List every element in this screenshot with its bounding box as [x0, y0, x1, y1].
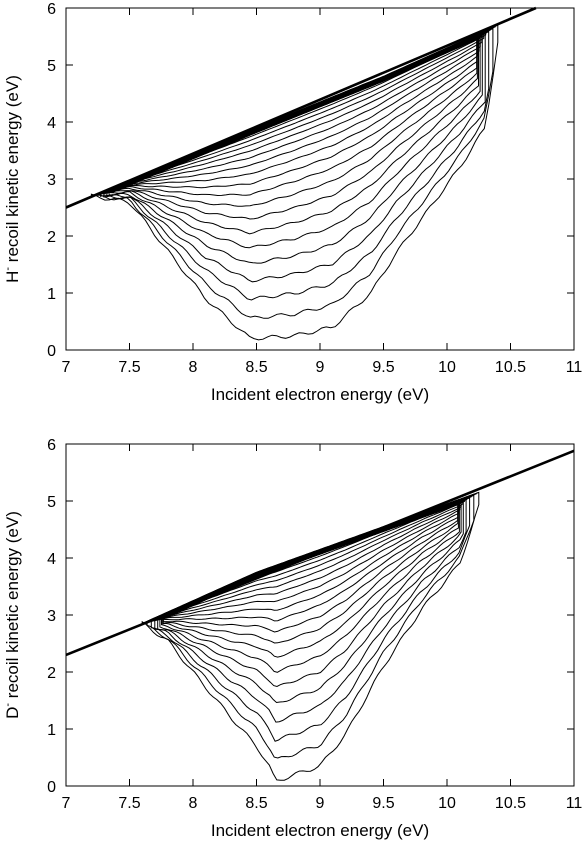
y-tick-label: 4	[47, 551, 56, 568]
x-tick-label: 9.5	[372, 359, 394, 376]
x-tick-label: 7.5	[118, 359, 140, 376]
y-tick-label: 1	[47, 722, 56, 739]
plot-frame-bottom	[65, 443, 575, 787]
y-tick-label: 5	[47, 58, 56, 75]
x-tick-label: 7	[62, 359, 71, 376]
contour-line	[150, 497, 471, 742]
y-tick-label: 0	[47, 343, 56, 360]
y-tick-label: 3	[47, 172, 56, 189]
contour-line	[95, 27, 494, 319]
y-tick-label: 4	[47, 115, 56, 132]
panel-top: 7 7.5 8 8.5 9 9.5 10 10.5 11 0 1 2 3 4 5 6 Incident ele…	[2, 1, 582, 404]
contour-line	[111, 38, 478, 207]
y-tick-label: 2	[47, 665, 56, 682]
contour-line	[154, 499, 467, 723]
contour-line	[100, 30, 490, 301]
ticks-top: 7 7.5 8 8.5 9 9.5 10 10.5 11 0 1 2 3 4 5 6	[47, 1, 582, 376]
contour-line	[106, 34, 483, 264]
y-label-main-bottom: D	[3, 707, 22, 719]
y-label-rest-top: recoil kinetic energy (eV)	[3, 75, 22, 267]
panel-bottom: 7 7.5 8 8.5 9 9.5 10 10.5 11 0 1 2 3 4 5 6 Incident ele…	[2, 437, 582, 840]
x-tick-label: 9	[316, 359, 325, 376]
y-label-rest-bottom: recoil kinetic energy (eV)	[3, 511, 22, 703]
contour-line	[157, 500, 464, 704]
x-tick-label: 7	[62, 795, 71, 812]
threshold-line-bottom	[65, 449, 575, 657]
y-tick-label: 5	[47, 494, 56, 511]
y-axis-label-top: H- recoil kinetic energy (eV)	[2, 75, 22, 283]
y-tick-label: 0	[47, 779, 56, 796]
x-tick-label: 8	[189, 795, 198, 812]
y-label-sup-bottom: -	[2, 703, 14, 707]
x-axis-label-bottom: Incident electron energy (eV)	[211, 821, 429, 840]
contour-set-top	[90, 24, 499, 341]
x-tick-label: 9	[316, 795, 325, 812]
y-tick-label: 6	[47, 437, 56, 454]
x-tick-label: 7.5	[118, 795, 140, 812]
threshold-line-top	[65, 6, 537, 209]
x-tick-label: 10.5	[495, 795, 526, 812]
x-tick-label: 10	[438, 795, 456, 812]
x-tick-label: 8	[189, 359, 198, 376]
y-tick-label: 3	[47, 608, 56, 625]
y-tick-label: 6	[47, 1, 56, 18]
x-tick-label: 9.5	[372, 795, 394, 812]
x-tick-label: 10	[438, 359, 456, 376]
y-tick-label: 2	[47, 229, 56, 246]
contour-line	[103, 32, 486, 283]
x-tick-label: 8.5	[245, 359, 267, 376]
x-tick-label: 8.5	[245, 795, 267, 812]
x-tick-label: 10.5	[495, 359, 526, 376]
contour-line	[110, 37, 479, 235]
ticks-bottom: 7 7.5 8 8.5 9 9.5 10 10.5 11 0 1 2 3 4 5 6	[47, 437, 582, 812]
x-tick-label: 11	[566, 359, 583, 376]
y-tick-label: 1	[47, 286, 56, 303]
contour-line	[161, 503, 460, 620]
contour-set-bottom	[141, 491, 480, 781]
y-axis-label-bottom: D- recoil kinetic energy (eV)	[2, 511, 22, 719]
y-label-main-top: H	[3, 271, 22, 283]
x-axis-label-top: Incident electron energy (eV)	[211, 385, 429, 404]
contour-line	[141, 491, 480, 781]
y-label-sup-top: -	[2, 267, 14, 271]
x-tick-label: 11	[566, 795, 583, 812]
contour-line	[146, 494, 475, 759]
